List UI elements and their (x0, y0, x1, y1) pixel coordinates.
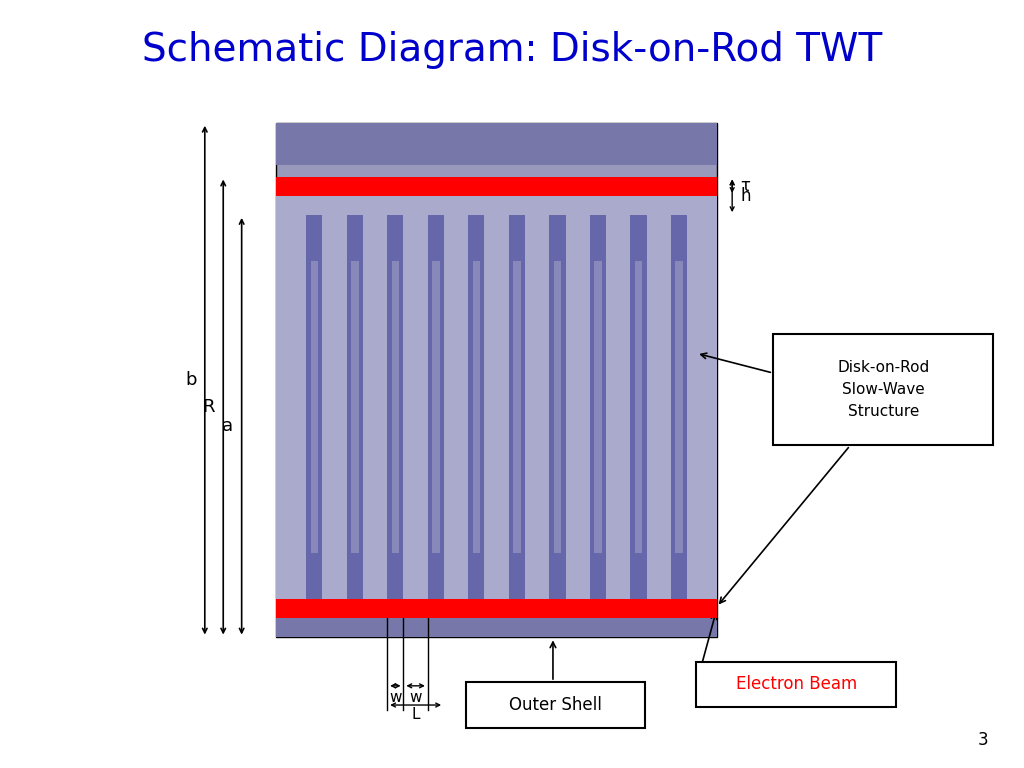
Text: a: a (222, 417, 233, 435)
Bar (276, 123, 717, 165)
Bar (428, 215, 444, 599)
Text: τ: τ (740, 177, 751, 195)
Bar (773, 334, 993, 445)
Bar (671, 215, 687, 599)
Text: Disk-on-Rod
Slow-Wave
Structure: Disk-on-Rod Slow-Wave Structure (837, 360, 930, 419)
Bar (392, 261, 399, 553)
Bar (310, 261, 318, 553)
Text: w: w (410, 690, 422, 705)
Bar (387, 215, 403, 599)
Bar (696, 662, 896, 707)
Bar (276, 123, 717, 637)
Text: Schematic Diagram: Disk-on-Rod TWT: Schematic Diagram: Disk-on-Rod TWT (142, 31, 882, 69)
Bar (432, 261, 439, 553)
Text: R: R (203, 398, 215, 416)
Bar (468, 215, 484, 599)
Bar (276, 595, 717, 637)
Text: h: h (740, 187, 751, 205)
Text: Outer Shell: Outer Shell (509, 696, 602, 714)
Bar (509, 215, 525, 599)
Bar (549, 215, 565, 599)
Bar (631, 215, 646, 599)
Bar (347, 215, 362, 599)
Bar (590, 215, 606, 599)
Bar (351, 261, 358, 553)
Bar (466, 682, 645, 728)
Bar (513, 261, 520, 553)
Bar (276, 599, 717, 618)
Text: w: w (389, 690, 401, 705)
Bar (554, 261, 561, 553)
Bar (635, 261, 642, 553)
Text: b: b (185, 371, 197, 389)
Text: 3: 3 (978, 731, 988, 749)
Bar (276, 177, 717, 196)
Bar (276, 177, 717, 618)
Text: Electron Beam: Electron Beam (735, 675, 857, 694)
Bar (676, 261, 683, 553)
Bar (594, 261, 602, 553)
Bar (306, 215, 323, 599)
Text: L: L (412, 707, 420, 723)
Bar (473, 261, 480, 553)
